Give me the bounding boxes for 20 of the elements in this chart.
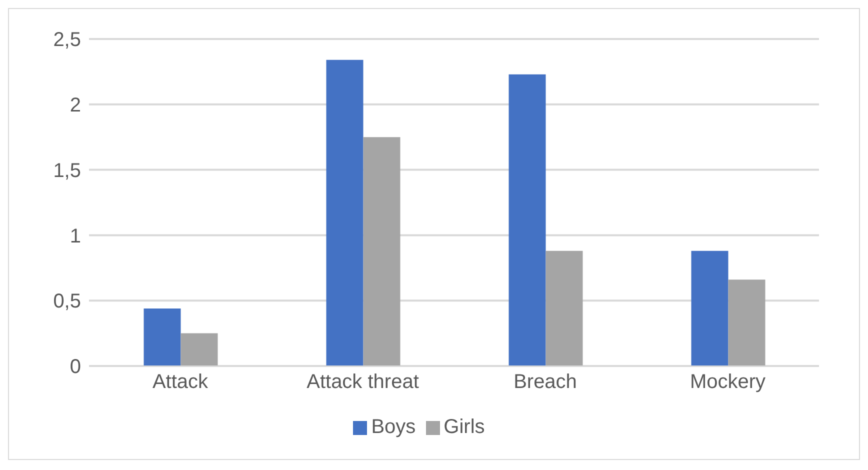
bar — [144, 308, 181, 366]
y-tick-label: 0 — [70, 356, 81, 378]
legend-label: Girls — [444, 416, 485, 438]
x-tick-label: Attack — [152, 371, 210, 394]
bar — [546, 250, 583, 366]
bar — [728, 280, 766, 366]
y-tick-label: 0,5 — [53, 290, 81, 313]
y-tick-label: 1 — [70, 225, 81, 248]
x-tick-label: Attack threat — [306, 371, 420, 394]
y-tick-label: 2,5 — [53, 29, 81, 52]
y-tick-label: 2 — [70, 94, 81, 116]
bar — [691, 250, 728, 366]
legend-label: Boys — [371, 416, 416, 438]
x-tick-label: Breach — [514, 371, 577, 394]
x-tick-label: Mockery — [690, 371, 766, 394]
bar — [180, 333, 218, 366]
bar — [363, 137, 400, 366]
bar — [326, 60, 364, 366]
y-tick-label: 1,5 — [53, 160, 81, 182]
bar — [508, 74, 546, 366]
